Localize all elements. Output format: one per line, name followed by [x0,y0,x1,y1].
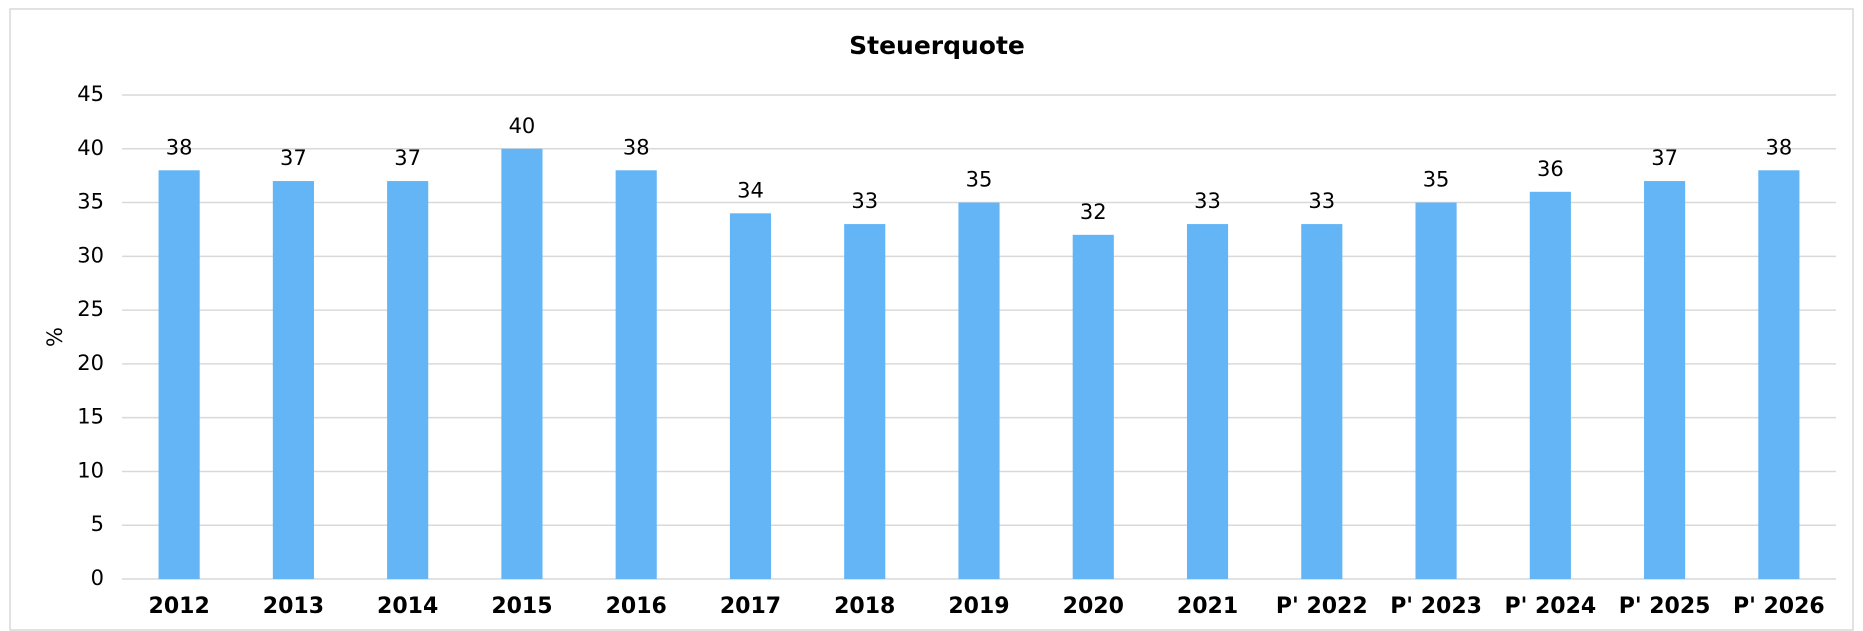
bar [501,148,543,579]
bar [958,202,1000,580]
x-tick-label: 2012 [149,594,210,619]
x-tick-label: 2021 [1177,594,1238,619]
y-tick-label: 20 [77,351,104,375]
y-tick-label: 10 [77,458,104,482]
bar [844,224,886,580]
data-label: 34 [737,178,764,202]
data-label: 37 [1651,146,1678,170]
data-label: 35 [966,168,993,192]
x-tick-label: P' 2023 [1390,594,1482,619]
bar [1644,181,1686,580]
x-tick-label: P' 2022 [1276,594,1368,619]
y-axis-label: % [43,327,67,347]
x-tick-label: 2016 [606,594,667,619]
bar [387,181,429,580]
x-tick-label: 2020 [1063,594,1124,619]
data-label: 38 [623,135,650,159]
bar [1072,234,1114,580]
bar [615,170,657,580]
y-tick-label: 35 [77,190,104,214]
y-tick-label: 15 [77,405,104,429]
data-label: 38 [1765,135,1792,159]
bar [272,181,314,580]
bar [1301,224,1343,580]
y-tick-label: 25 [77,297,104,321]
x-tick-label: 2014 [377,594,438,619]
bar [158,170,200,580]
x-tick-label: 2015 [491,594,552,619]
y-tick-label: 30 [77,243,104,267]
bar [1529,191,1571,580]
data-label: 38 [166,135,193,159]
data-label: 37 [394,146,421,170]
x-tick-label: P' 2024 [1504,594,1596,619]
x-tick-label: 2013 [263,594,324,619]
chart-title: Steuerquote [849,31,1025,60]
data-label: 40 [509,114,536,138]
y-tick-label: 5 [91,512,104,536]
bar [729,213,772,580]
data-label: 32 [1080,200,1107,224]
data-label: 37 [280,146,307,170]
bar [1415,202,1457,580]
data-label: 33 [1194,189,1221,213]
x-tick-label: P' 2026 [1733,594,1825,619]
data-label: 33 [1308,189,1335,213]
x-tick-label: 2019 [948,594,1009,619]
data-label: 35 [1423,168,1450,192]
data-label: 33 [851,189,878,213]
bar [1186,224,1229,580]
x-tick-label: 2018 [834,594,895,619]
data-label: 36 [1537,157,1564,181]
x-tick-label: 2017 [720,594,781,619]
y-tick-label: 45 [77,82,104,106]
x-tick-label: P' 2025 [1619,594,1711,619]
y-tick-label: 0 [91,566,104,590]
y-tick-label: 40 [77,136,104,160]
bar [1758,170,1800,580]
